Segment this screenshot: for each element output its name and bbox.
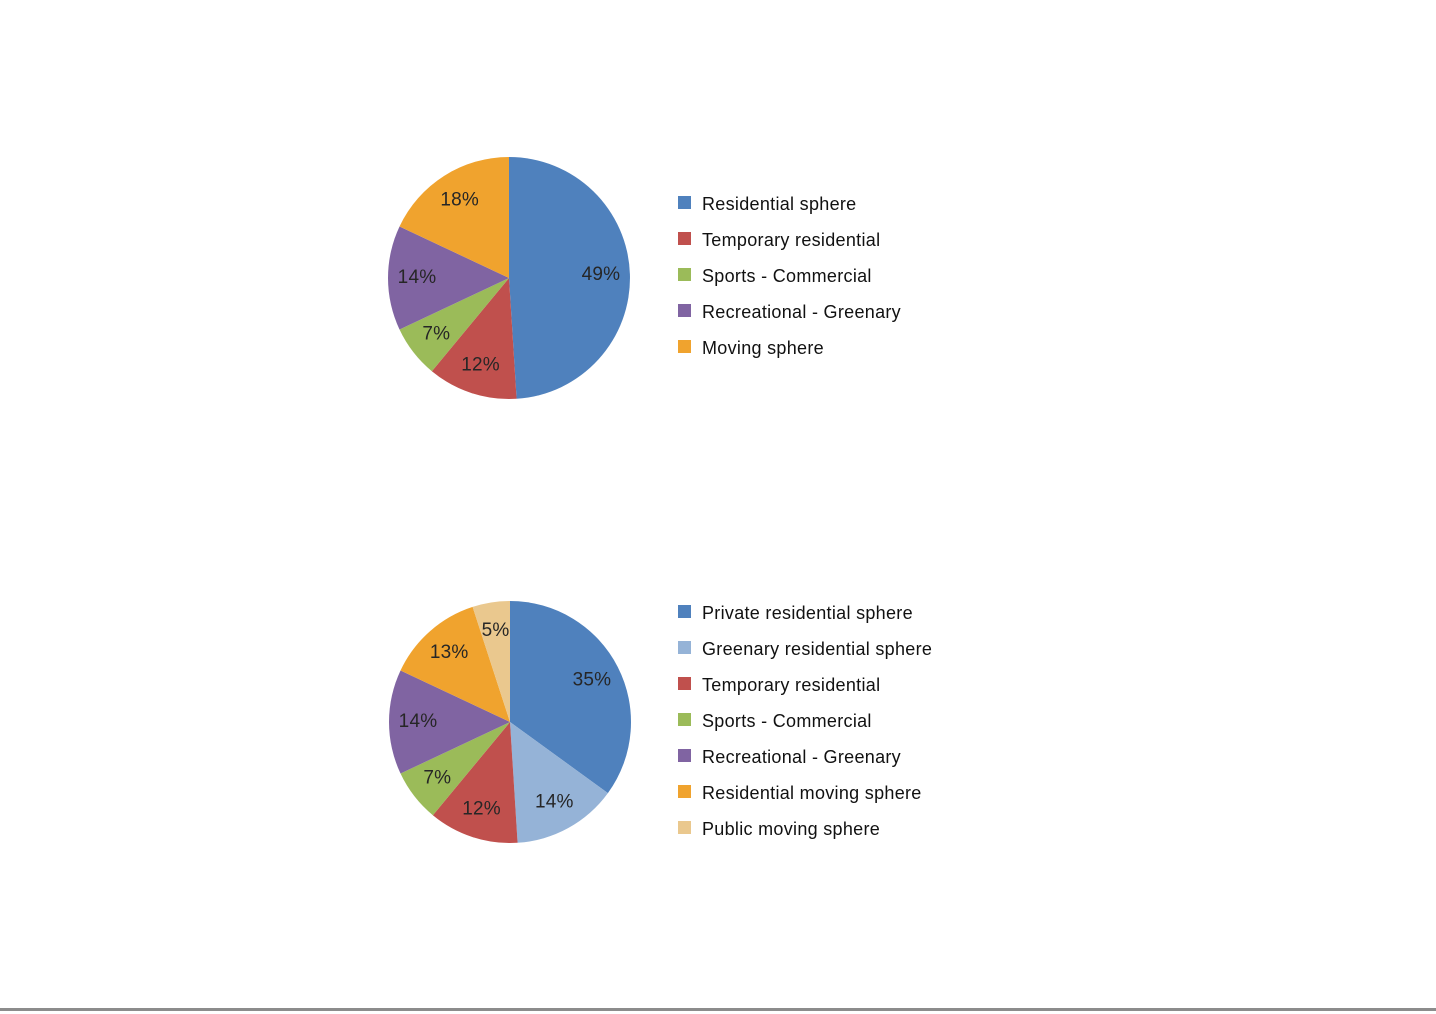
legend-label: Public moving sphere bbox=[702, 818, 881, 839]
legend-item-residential-sphere: Residential sphere bbox=[678, 186, 901, 222]
pie-slice-greenary-residential-sphere bbox=[510, 722, 608, 843]
pie-slice-label-temporary-residential: 12% bbox=[462, 799, 501, 820]
page-bottom-border bbox=[0, 1008, 1436, 1011]
legend-swatch-icon bbox=[678, 676, 691, 690]
legend-label: Residential moving sphere bbox=[702, 782, 922, 803]
legend-item-recreational-greenary: Recreational - Greenary bbox=[678, 294, 901, 330]
legend-label: Recreational - Greenary bbox=[702, 301, 901, 322]
legend-swatch-icon bbox=[678, 820, 691, 834]
legend-swatch-icon bbox=[678, 231, 691, 245]
legend-item-moving-sphere: Moving sphere bbox=[678, 330, 901, 366]
legend-item-temporary-residential: Temporary residential bbox=[678, 667, 932, 703]
pie-slice-label-recreational-greenary: 14% bbox=[398, 267, 437, 288]
pie-slice-private-residential-sphere bbox=[510, 601, 631, 794]
pie-slice-moving-sphere bbox=[399, 157, 509, 278]
legend-item-temporary-residential: Temporary residential bbox=[678, 222, 901, 258]
legend-swatch-icon bbox=[678, 748, 691, 762]
legend-label: Private residential sphere bbox=[702, 602, 913, 623]
legend-swatch-icon bbox=[678, 604, 691, 618]
legend-swatch-icon bbox=[678, 640, 691, 654]
pie-slice-recreational-greenary bbox=[388, 226, 509, 330]
legend-swatch-icon bbox=[678, 195, 691, 209]
legend-swatch-icon bbox=[678, 712, 691, 726]
pie-slice-temporary-residential bbox=[432, 722, 518, 843]
legend-land-use: Residential sphere Temporary residential S… bbox=[678, 186, 901, 366]
pie-slice-label-moving-sphere: 18% bbox=[440, 189, 479, 210]
pie-slice-label-greenary-residential-sphere: 14% bbox=[535, 792, 574, 813]
pie-slice-residential-moving-sphere bbox=[400, 606, 510, 722]
legend-item-sports-commercial: Sports - Commercial bbox=[678, 258, 901, 294]
legend-item-recreational-greenary: Recreational - Greenary bbox=[678, 739, 932, 775]
legend-item-private-residential-sphere: Private residential sphere bbox=[678, 595, 932, 631]
pie-slice-label-private-residential-sphere: 35% bbox=[573, 669, 612, 690]
pie-slice-sports-commercial bbox=[400, 722, 510, 816]
pie-slice-temporary-residential bbox=[431, 278, 517, 399]
legend-label: Greenary residential sphere bbox=[702, 638, 933, 659]
legend-swatch-icon bbox=[678, 267, 691, 281]
legend-label: Sports - Commercial bbox=[702, 710, 872, 731]
legend-label: Sports - Commercial bbox=[702, 265, 872, 286]
pie-chart-land-use-detailed: 35% 14% 12% 7% 14% 13% 5% bbox=[389, 601, 631, 843]
pie-slice-label-residential-moving-sphere: 13% bbox=[430, 642, 469, 663]
legend-label: Temporary residential bbox=[702, 229, 881, 250]
pie-slice-label-sports-commercial: 7% bbox=[423, 767, 451, 788]
legend-swatch-icon bbox=[678, 339, 691, 353]
legend-item-sports-commercial: Sports - Commercial bbox=[678, 703, 932, 739]
pie-slice-residential-sphere bbox=[509, 157, 630, 399]
legend-item-public-moving-sphere: Public moving sphere bbox=[678, 811, 932, 847]
pie-slice-sports-commercial bbox=[399, 278, 509, 372]
pie-slice-recreational-greenary bbox=[389, 670, 510, 774]
legend-swatch-icon bbox=[678, 784, 691, 798]
pie-slice-label-residential-sphere: 49% bbox=[582, 264, 621, 285]
pie-slice-label-public-moving-sphere: 5% bbox=[482, 620, 510, 641]
legend-label: Moving sphere bbox=[702, 337, 824, 358]
legend-item-greenary-residential-sphere: Greenary residential sphere bbox=[678, 631, 932, 667]
pie-slice-label-sports-commercial: 7% bbox=[422, 323, 450, 344]
legend-label: Recreational - Greenary bbox=[702, 746, 901, 767]
legend-swatch-icon bbox=[678, 303, 691, 317]
pie-chart-land-use: 49% 12% 7% 14% 18% bbox=[388, 157, 630, 399]
legend-label: Temporary residential bbox=[702, 674, 881, 695]
pie-slice-label-temporary-residential: 12% bbox=[461, 355, 500, 376]
legend-item-residential-moving-sphere: Residential moving sphere bbox=[678, 775, 932, 811]
legend-land-use-detailed: Private residential sphere Greenary resid… bbox=[678, 595, 932, 847]
pie-slice-public-moving-sphere bbox=[472, 601, 510, 722]
pie-slice-label-recreational-greenary: 14% bbox=[399, 711, 438, 732]
legend-label: Residential sphere bbox=[702, 193, 857, 214]
